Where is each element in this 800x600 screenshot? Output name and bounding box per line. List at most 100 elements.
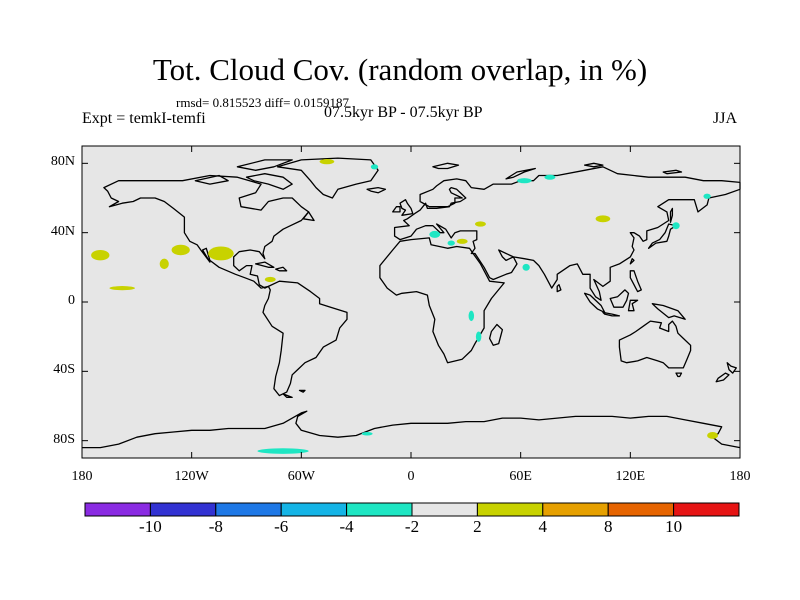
coast-eurasia — [393, 166, 741, 301]
latitude-ticks — [82, 162, 740, 442]
colorbar-box — [673, 502, 740, 517]
colorbar-box — [346, 502, 413, 517]
coast-cuba — [254, 261, 275, 268]
patch-arabian-sea — [522, 263, 530, 271]
patch-n-america — [208, 246, 234, 261]
patch-kara-sea — [517, 178, 532, 184]
coast-java — [602, 311, 621, 317]
colorbar-label: -4 — [339, 517, 354, 536]
coast-falklands — [298, 389, 306, 393]
coast-sakhalin — [669, 207, 674, 223]
colorbar-label: 8 — [603, 517, 613, 536]
season-label: JJA — [713, 110, 738, 127]
colorbar-box — [542, 502, 609, 517]
coast-ireland — [392, 206, 401, 213]
lat-tick-label: 40S — [53, 362, 75, 378]
coastlines — [82, 157, 741, 449]
patch-mediterranean-w — [429, 230, 441, 238]
coast-novaya-zemlya — [505, 167, 536, 180]
colorbar-box — [84, 502, 151, 517]
coast-north-america — [103, 174, 310, 289]
colorbar-label: 10 — [665, 517, 683, 536]
colorbar-box — [476, 502, 544, 517]
coast-new-guinea — [651, 303, 686, 320]
coast-sulawesi — [627, 299, 639, 312]
lon-tick-label: 60W — [287, 469, 315, 484]
plot-title: Tot. Cloud Cov. (random overlap, in %) — [152, 52, 648, 87]
colorbar-box — [149, 502, 217, 517]
coast-new-zealand-south — [715, 372, 730, 383]
coast-sri-lanka — [556, 284, 562, 293]
lon-tick-label: 120W — [174, 469, 209, 484]
patch-tropical-pacific — [109, 286, 136, 291]
coast-iceland — [366, 186, 387, 194]
lat-tick-label: 40N — [50, 223, 75, 239]
coast-baffin — [245, 173, 293, 190]
patch-n-pacific-hawaii — [91, 250, 110, 261]
coast-tasmania — [675, 372, 683, 378]
coast-australia — [618, 320, 692, 369]
patch-kamchatka — [703, 193, 711, 199]
period-label: 07.5kyr BP - 07.5kyr BP — [324, 104, 483, 121]
patch-caribbean — [264, 276, 276, 283]
colorbar-label: 4 — [538, 517, 548, 536]
coast-newfoundland — [302, 211, 315, 222]
patch-laptev-sea — [544, 174, 556, 180]
colorbar-label: 2 — [473, 517, 482, 536]
patch-weddell-sea — [257, 448, 309, 454]
colorbar-label: -6 — [274, 517, 289, 536]
coast-svalbard — [432, 162, 460, 170]
world-map — [81, 145, 741, 459]
patch-japan — [672, 222, 680, 230]
coast-south-america — [262, 280, 348, 397]
lon-tick-label: 180 — [729, 469, 751, 484]
patch-greenland-n — [319, 159, 335, 165]
lon-tick-label: 0 — [407, 469, 415, 484]
coast-hispaniola — [275, 266, 288, 272]
lon-tick-label: 60E — [509, 469, 532, 484]
anomaly-patches — [91, 159, 719, 454]
coast-madagascar — [488, 323, 504, 346]
longitude-ticks — [81, 146, 741, 458]
coast-victoria-island — [194, 174, 229, 185]
colorbar — [84, 502, 740, 517]
coast-new-siberian-islands — [662, 169, 683, 175]
coast-tierra-del-fuego — [282, 393, 293, 398]
colorbar-box — [607, 502, 675, 517]
colorbar-box — [215, 502, 282, 517]
patch-africa-e — [468, 310, 475, 322]
colorbar-box — [411, 502, 478, 517]
patch-ross-sea — [707, 432, 719, 439]
colorbar-label: -8 — [208, 517, 223, 536]
rmsd-diff-stats: rmsd= 0.815523 diff= 0.0159187 — [176, 95, 349, 110]
patch-greenland-coast — [370, 164, 379, 170]
coast-new-zealand-north — [726, 362, 737, 374]
lon-tick-label: 180 — [71, 469, 93, 484]
patch-siberia — [595, 215, 611, 223]
lat-tick-label: 80S — [53, 431, 75, 447]
colorbar-label: -10 — [139, 517, 162, 536]
coast-philippines — [629, 270, 642, 293]
coast-severnaya-zemlya — [583, 162, 604, 168]
lon-tick-label: 120E — [615, 469, 646, 484]
coast-britain — [399, 199, 414, 216]
colorbar-box — [280, 502, 348, 517]
colorbar-label: -2 — [404, 517, 420, 536]
map-background — [82, 146, 740, 458]
patch-e-pacific-1 — [171, 244, 190, 256]
coast-greenland — [276, 157, 379, 199]
lat-tick-label: 0 — [68, 293, 75, 308]
patch-mozambique — [475, 331, 482, 342]
patch-black-sea — [474, 221, 486, 227]
patch-mediterranean-e — [456, 238, 468, 244]
coast-taiwan — [629, 258, 635, 265]
coast-ellesmere — [236, 159, 293, 171]
coast-borneo — [609, 289, 630, 308]
coast-antarctica — [82, 410, 741, 449]
patch-antarctic-coast — [361, 432, 373, 436]
lat-tick-label: 80N — [50, 154, 75, 170]
experiment-label: Expt = temkI-temfi — [82, 110, 206, 127]
patch-e-pacific-2 — [159, 258, 169, 270]
patch-mediterranean-c — [447, 240, 455, 246]
